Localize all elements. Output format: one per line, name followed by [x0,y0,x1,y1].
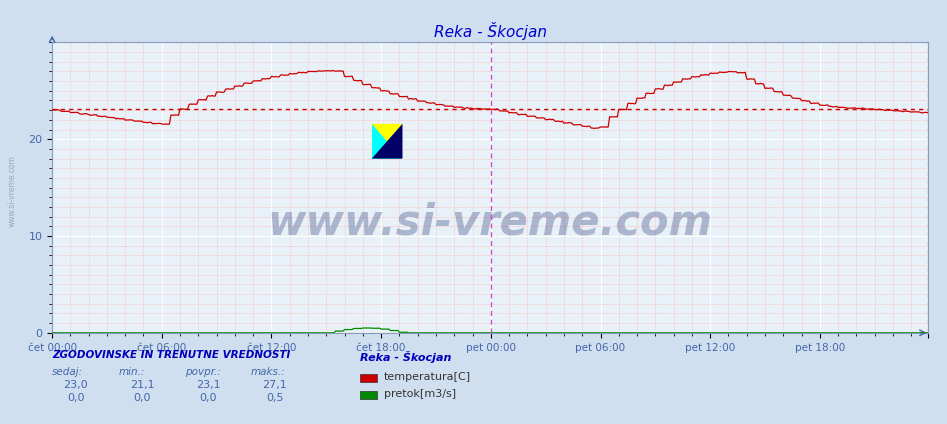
Polygon shape [372,124,402,159]
Text: www.si-vreme.com: www.si-vreme.com [8,155,17,227]
Text: min.:: min.: [118,367,145,377]
Polygon shape [372,124,402,159]
Polygon shape [372,124,402,159]
Text: ZGODOVINSKE IN TRENUTNE VREDNOSTI: ZGODOVINSKE IN TRENUTNE VREDNOSTI [52,350,291,360]
Title: Reka - Škocjan: Reka - Škocjan [434,22,546,40]
Text: maks.:: maks.: [251,367,286,377]
Text: pretok[m3/s]: pretok[m3/s] [384,389,456,399]
Text: povpr.:: povpr.: [185,367,221,377]
Text: 23,1: 23,1 [196,380,221,390]
Text: 0,0: 0,0 [134,393,151,403]
Text: 27,1: 27,1 [262,380,287,390]
Text: Reka - Škocjan: Reka - Škocjan [360,351,451,363]
Text: 21,1: 21,1 [130,380,154,390]
Text: www.si-vreme.com: www.si-vreme.com [268,201,712,243]
Text: sedaj:: sedaj: [52,367,83,377]
Text: 0,0: 0,0 [67,393,84,403]
Text: 0,0: 0,0 [200,393,217,403]
Text: temperatura[C]: temperatura[C] [384,372,471,382]
Text: 0,5: 0,5 [266,393,283,403]
Text: 23,0: 23,0 [63,380,88,390]
